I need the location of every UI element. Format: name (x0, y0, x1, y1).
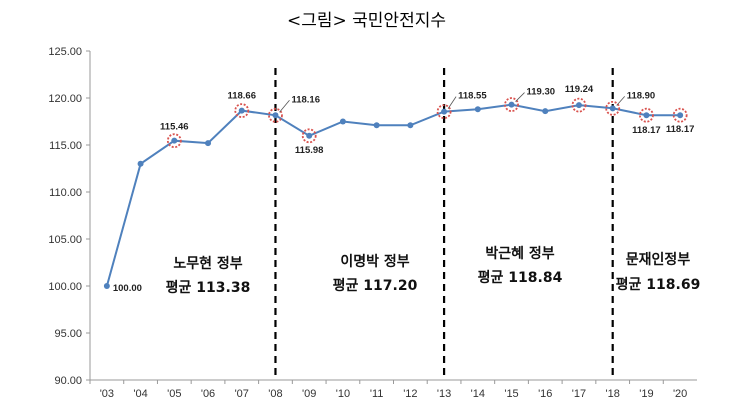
data-point (103, 283, 110, 289)
data-label: 118.55 (458, 91, 487, 102)
data-point (643, 112, 650, 119)
x-tick-label: '19 (639, 388, 653, 400)
data-label: 118.17 (632, 125, 661, 136)
group-label-name: 노무현 정부 (173, 255, 242, 272)
data-label: 118.90 (627, 90, 656, 101)
data-point (339, 118, 346, 125)
data-point (137, 160, 144, 167)
x-tick-label: '18 (606, 388, 620, 400)
x-tick-label: '03 (100, 388, 114, 400)
data-point (407, 122, 414, 129)
data-label: 115.46 (160, 122, 189, 133)
data-point (238, 107, 245, 114)
label-leader-line (447, 96, 457, 109)
data-point (373, 122, 380, 129)
x-tick-label: '08 (268, 388, 282, 400)
x-tick-label: '05 (167, 388, 181, 400)
data-point (609, 105, 616, 112)
data-point (441, 108, 448, 115)
x-tick-label: '15 (504, 388, 518, 400)
highlight-marker (234, 103, 250, 118)
group-label-average: 평균 113.38 (166, 279, 251, 296)
highlight-marker (166, 133, 182, 149)
x-tick-label: '06 (201, 388, 215, 400)
label-leader-line (515, 92, 525, 102)
x-tick-label: '04 (133, 388, 147, 400)
x-tick-label: '12 (403, 388, 417, 400)
group-label-name: 이명박 정부 (340, 253, 409, 270)
x-tick-label: '09 (302, 388, 316, 400)
x-tick-label: '17 (572, 388, 586, 400)
group-label-name: 문재인정부 (626, 251, 691, 268)
x-tick-label: '20 (673, 388, 687, 400)
y-tick-label: 90.00 (54, 375, 82, 387)
highlight-marker (301, 128, 317, 144)
data-point (171, 137, 178, 144)
group-label-average: 평균 118.84 (478, 269, 563, 286)
data-label: 118.66 (227, 91, 256, 102)
y-tick-label: 115.00 (49, 140, 82, 152)
chart-title: <그림> 국민안전지수 (286, 11, 446, 31)
y-tick-label: 100.00 (48, 281, 82, 293)
highlight-marker (268, 107, 283, 123)
data-point (306, 132, 313, 139)
highlight-marker (639, 107, 654, 123)
y-tick-label: 110.00 (49, 187, 82, 199)
group-label-name: 박근혜 정부 (485, 245, 554, 262)
highlight-marker (504, 97, 519, 112)
data-label: 119.30 (527, 87, 556, 98)
data-label: 118.16 (291, 94, 320, 105)
data-point (677, 112, 684, 119)
data-label: 115.98 (295, 145, 324, 156)
data-label: 119.24 (565, 84, 594, 95)
group-label-average: 평균 117.20 (333, 277, 418, 294)
y-tick-label: 120.00 (48, 93, 82, 105)
data-point (575, 102, 582, 109)
y-tick-label: 95.00 (54, 328, 82, 340)
highlight-marker (571, 97, 587, 113)
data-label: 118.17 (666, 124, 695, 135)
group-label-average: 평균 118.69 (616, 276, 701, 293)
x-tick-label: '11 (370, 388, 384, 400)
highlight-marker (605, 100, 621, 116)
x-tick-label: '16 (538, 388, 552, 400)
data-point (205, 140, 212, 147)
label-leader-line (279, 100, 290, 113)
y-tick-label: 105.00 (48, 234, 82, 246)
x-tick-label: '10 (336, 388, 350, 400)
label-leader-line (616, 96, 625, 106)
y-tick-label: 125.00 (48, 46, 82, 58)
data-point (474, 106, 481, 113)
highlight-marker (672, 107, 688, 123)
data-point (542, 108, 549, 115)
x-tick-label: '07 (235, 388, 249, 400)
data-label: 100.00 (113, 283, 142, 294)
data-point (272, 112, 279, 119)
highlight-marker (436, 104, 452, 120)
x-tick-label: '13 (437, 388, 451, 400)
data-point (508, 101, 515, 108)
x-tick-label: '14 (471, 388, 485, 400)
